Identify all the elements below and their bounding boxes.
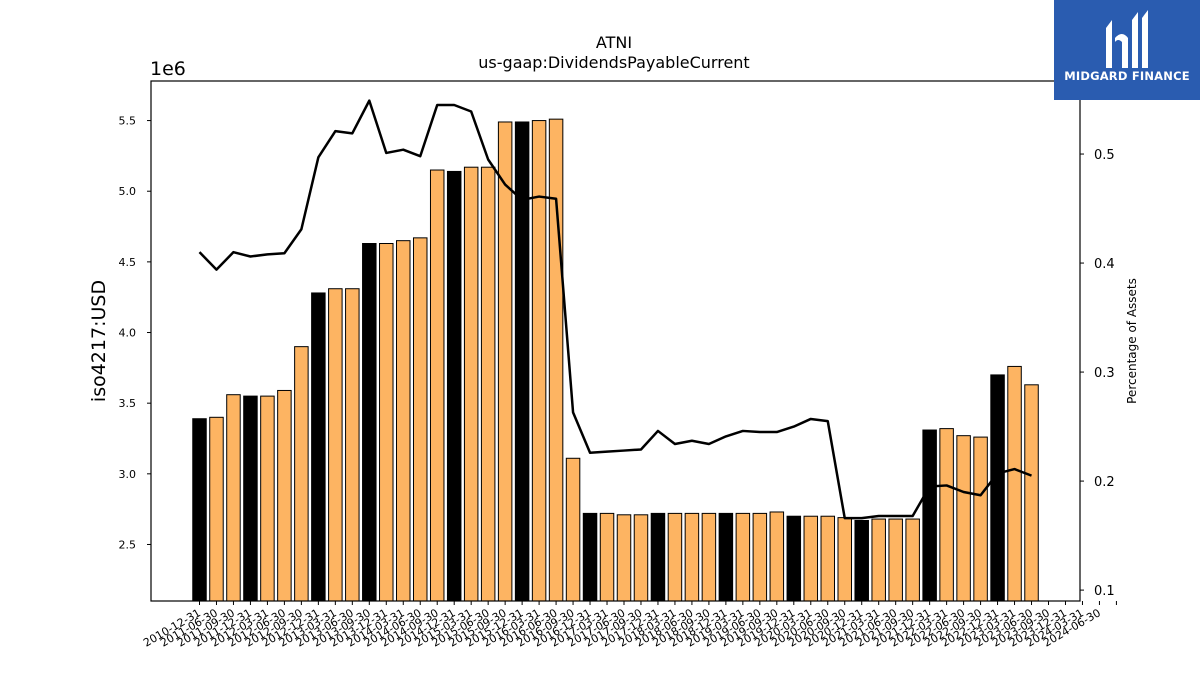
bar (294, 346, 309, 602)
bar (667, 512, 683, 602)
bar (277, 389, 292, 602)
bar (684, 512, 700, 602)
bar (362, 243, 377, 602)
bar (769, 511, 785, 602)
bar (514, 121, 530, 602)
y2-tick-label: 0.1 (1094, 584, 1115, 599)
bar (939, 428, 954, 602)
bar (905, 518, 920, 602)
bar (328, 288, 343, 602)
logo-mark-icon (1106, 10, 1148, 68)
bar (192, 418, 207, 602)
y-tick-label: 4.0 (119, 327, 137, 340)
bar (599, 512, 615, 602)
y2-axis-label: Percentage of Assets (1125, 278, 1139, 404)
y-tick-label: 3.5 (119, 397, 137, 410)
bar (820, 515, 836, 602)
bar (956, 435, 971, 602)
bar (311, 292, 326, 602)
y-tick-label: 4.5 (119, 256, 137, 269)
bar (565, 457, 581, 602)
percentage-line (198, 99, 1032, 520)
y-tick-label: 3.0 (119, 468, 137, 481)
y-tick-label: 5.0 (119, 185, 137, 198)
bar (429, 169, 445, 602)
y2-tick-label: 0.4 (1094, 257, 1115, 272)
y-axis-label: iso4217:USD (88, 280, 110, 402)
bar (735, 512, 751, 602)
bar (701, 512, 717, 602)
bar (922, 429, 937, 602)
bar (548, 118, 564, 602)
bar (616, 514, 632, 602)
bar (446, 170, 462, 602)
bar (412, 237, 428, 602)
bar (973, 436, 988, 602)
y-tick-label: 2.5 (119, 538, 137, 551)
bar (752, 512, 768, 602)
bar (226, 394, 241, 602)
bar (480, 166, 496, 602)
bar (463, 166, 479, 602)
bar (854, 519, 869, 602)
bar (650, 512, 666, 602)
bar (209, 416, 224, 602)
y2-tick-label: 0.5 (1094, 148, 1115, 163)
bar (633, 514, 649, 602)
bar (531, 120, 547, 602)
y-offset-label: 1e6 (150, 58, 186, 80)
chart-subtitle: us-gaap:DividendsPayableCurrent (478, 53, 749, 72)
bar (803, 515, 819, 602)
bar (497, 121, 513, 602)
brand-logo: MIDGARD FINANCE (1054, 0, 1200, 100)
bar (871, 518, 886, 602)
y-tick-label: 5.5 (119, 115, 137, 128)
chart-title: ATNI (596, 33, 632, 52)
bar (243, 395, 258, 602)
bar (582, 512, 598, 602)
bar (345, 288, 360, 602)
plot-frame (150, 80, 1081, 602)
bar (396, 240, 411, 602)
bar (888, 518, 903, 602)
bar (786, 515, 802, 602)
bar (1007, 365, 1022, 602)
bar (990, 374, 1005, 602)
bar (718, 512, 734, 602)
bar (379, 243, 394, 602)
y2-tick-label: 0.3 (1094, 366, 1115, 381)
bar (1024, 384, 1039, 602)
y2-tick-label: 0.2 (1094, 475, 1115, 490)
bar (837, 517, 852, 602)
bar (260, 395, 275, 602)
logo-text: MIDGARD FINANCE (1064, 69, 1190, 83)
